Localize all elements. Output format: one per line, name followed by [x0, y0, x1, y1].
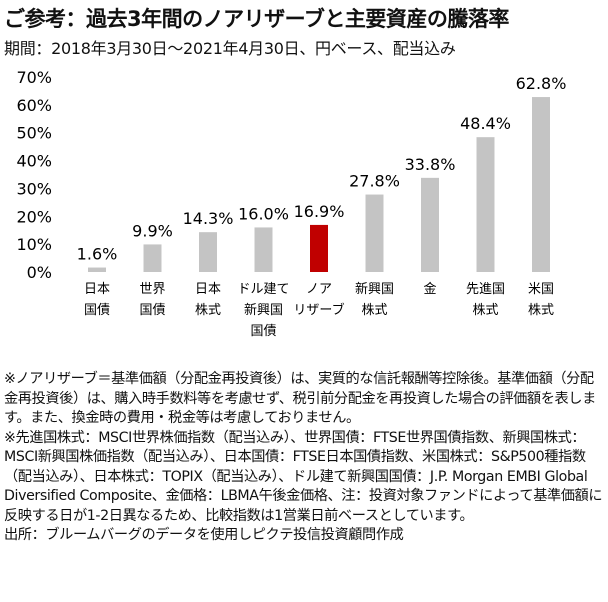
chart-title: ご参考：過去3年間のノアリザーブと主要資産の騰落率	[4, 7, 509, 31]
bar	[476, 137, 495, 272]
bar-chart: 0%10%20%30%40%50%60%70% 1.6%9.9%14.3% 16.…	[16, 68, 567, 339]
y-tick-label: 20%	[16, 207, 52, 226]
x-tick-label: 金	[423, 281, 436, 297]
bar	[199, 232, 217, 272]
y-tick-label: 70%	[16, 68, 52, 87]
bar	[532, 97, 550, 272]
x-tick-label: ドル建て	[237, 282, 289, 297]
bar-value-label: 27.8%	[349, 172, 400, 191]
x-tick-label: 国債	[250, 324, 276, 339]
y-tick-label: 50%	[16, 124, 52, 143]
bar-value-label: 33.8%	[405, 155, 456, 174]
x-tick-label: 株式	[472, 303, 498, 318]
x-tick-label: 新興国	[244, 302, 283, 318]
y-tick-label: 0%	[27, 263, 52, 282]
bar-value-label: 62.8%	[516, 74, 567, 93]
bar-value-label: 9.9%	[132, 221, 173, 240]
y-axis: 0% 10% 20% 30% 40% 50% 60% 70%	[16, 68, 52, 282]
bar	[421, 177, 439, 272]
x-tick-label: 日本	[195, 282, 221, 297]
bar-value-label: 14.3%	[183, 209, 234, 228]
bar	[143, 244, 162, 272]
x-tick-label: 国債	[84, 303, 110, 318]
value-labels: 1.6% 9.9% 14.3% 16.0% 16.9%27.8% 33.8% 48.4% 62…	[77, 74, 567, 263]
footnotes: ※ノアリザーブ＝基準価額（分配金再投資後）は、実質的な信託報酬等控除後。基準価額…	[4, 370, 604, 546]
x-tick-label: 日本	[84, 282, 110, 297]
x-tick-label: 新興国	[355, 281, 394, 297]
bar	[365, 194, 384, 272]
x-tick-label: 世界	[139, 282, 165, 297]
x-tick-label: 株式	[195, 303, 221, 318]
x-tick-label: 株式	[528, 303, 554, 318]
x-tick-label: ノア	[306, 282, 332, 297]
footnote-indices: ※先進国株式：MSCI世界株価指数（配当込み）、世界国債：FTSE世界国債指数、…	[4, 429, 603, 524]
y-tick-label: 30%	[16, 179, 52, 198]
bar-value-label: 16.0%	[238, 204, 289, 223]
x-tick-label: 株式	[361, 303, 387, 318]
y-tick-label: 60%	[16, 96, 52, 115]
bar-value-label: 16.9%	[294, 202, 345, 221]
chart-subtitle: 期間：2018年3月30日～2021年4月30日、円ベース、配当込み	[4, 39, 456, 58]
footnote-source: 出所：ブルームバーグのデータを使用しピクテ投信投資顧問作成	[4, 527, 404, 543]
y-tick-label: 40%	[16, 152, 52, 171]
bar	[254, 227, 273, 272]
bars	[88, 97, 550, 272]
x-tick-label: 国債	[139, 303, 165, 318]
x-tick-label: 先進国	[466, 282, 505, 297]
bar	[310, 224, 328, 272]
y-tick-label: 10%	[16, 235, 52, 254]
footnote-noah-reserve: ※ノアリザーブ＝基準価額（分配金再投資後）は、実質的な信託報酬等控除後。基準価額…	[4, 371, 596, 426]
x-tick-label: リザーブ	[293, 302, 344, 318]
bar-value-label: 1.6%	[77, 245, 118, 264]
bar	[88, 267, 106, 272]
bar-value-label: 48.4%	[460, 114, 511, 133]
x-tick-label: 米国	[528, 282, 554, 297]
